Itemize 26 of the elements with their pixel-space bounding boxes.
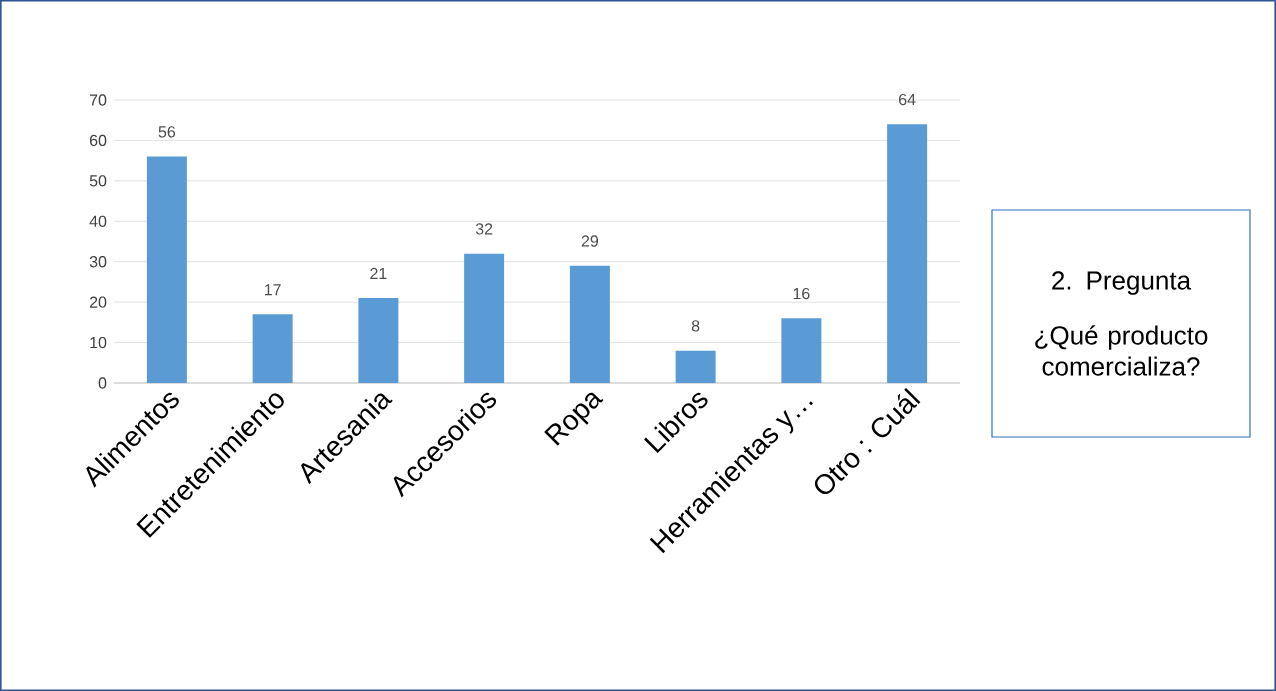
bar bbox=[675, 350, 716, 383]
y-tick-label: 70 bbox=[89, 94, 107, 106]
y-tick-label: 30 bbox=[89, 256, 107, 268]
data-label: 17 bbox=[264, 284, 281, 296]
bar bbox=[569, 265, 610, 383]
bar bbox=[781, 318, 822, 383]
data-label: 8 bbox=[691, 320, 700, 332]
y-tick-label: 20 bbox=[89, 296, 107, 308]
bar bbox=[464, 253, 505, 383]
bar bbox=[887, 124, 928, 383]
y-tick-label: 50 bbox=[89, 175, 107, 187]
y-tick-label: 10 bbox=[90, 336, 107, 349]
bar bbox=[252, 314, 293, 383]
bar bbox=[358, 298, 399, 383]
data-label: 21 bbox=[370, 267, 387, 280]
data-label: 64 bbox=[899, 93, 916, 106]
data-label: 56 bbox=[158, 126, 176, 138]
y-tick-label: 60 bbox=[89, 134, 107, 147]
text: ¿Qué producto comercializa? bbox=[1035, 325, 1208, 376]
text: 2. Pregunta bbox=[1052, 271, 1192, 295]
y-tick-label: 40 bbox=[89, 215, 107, 227]
y-tick-label: 0 bbox=[98, 377, 107, 389]
bar bbox=[146, 156, 187, 383]
data-label: 16 bbox=[793, 287, 810, 300]
data-label: 32 bbox=[475, 223, 493, 235]
data-label: 29 bbox=[581, 235, 598, 247]
